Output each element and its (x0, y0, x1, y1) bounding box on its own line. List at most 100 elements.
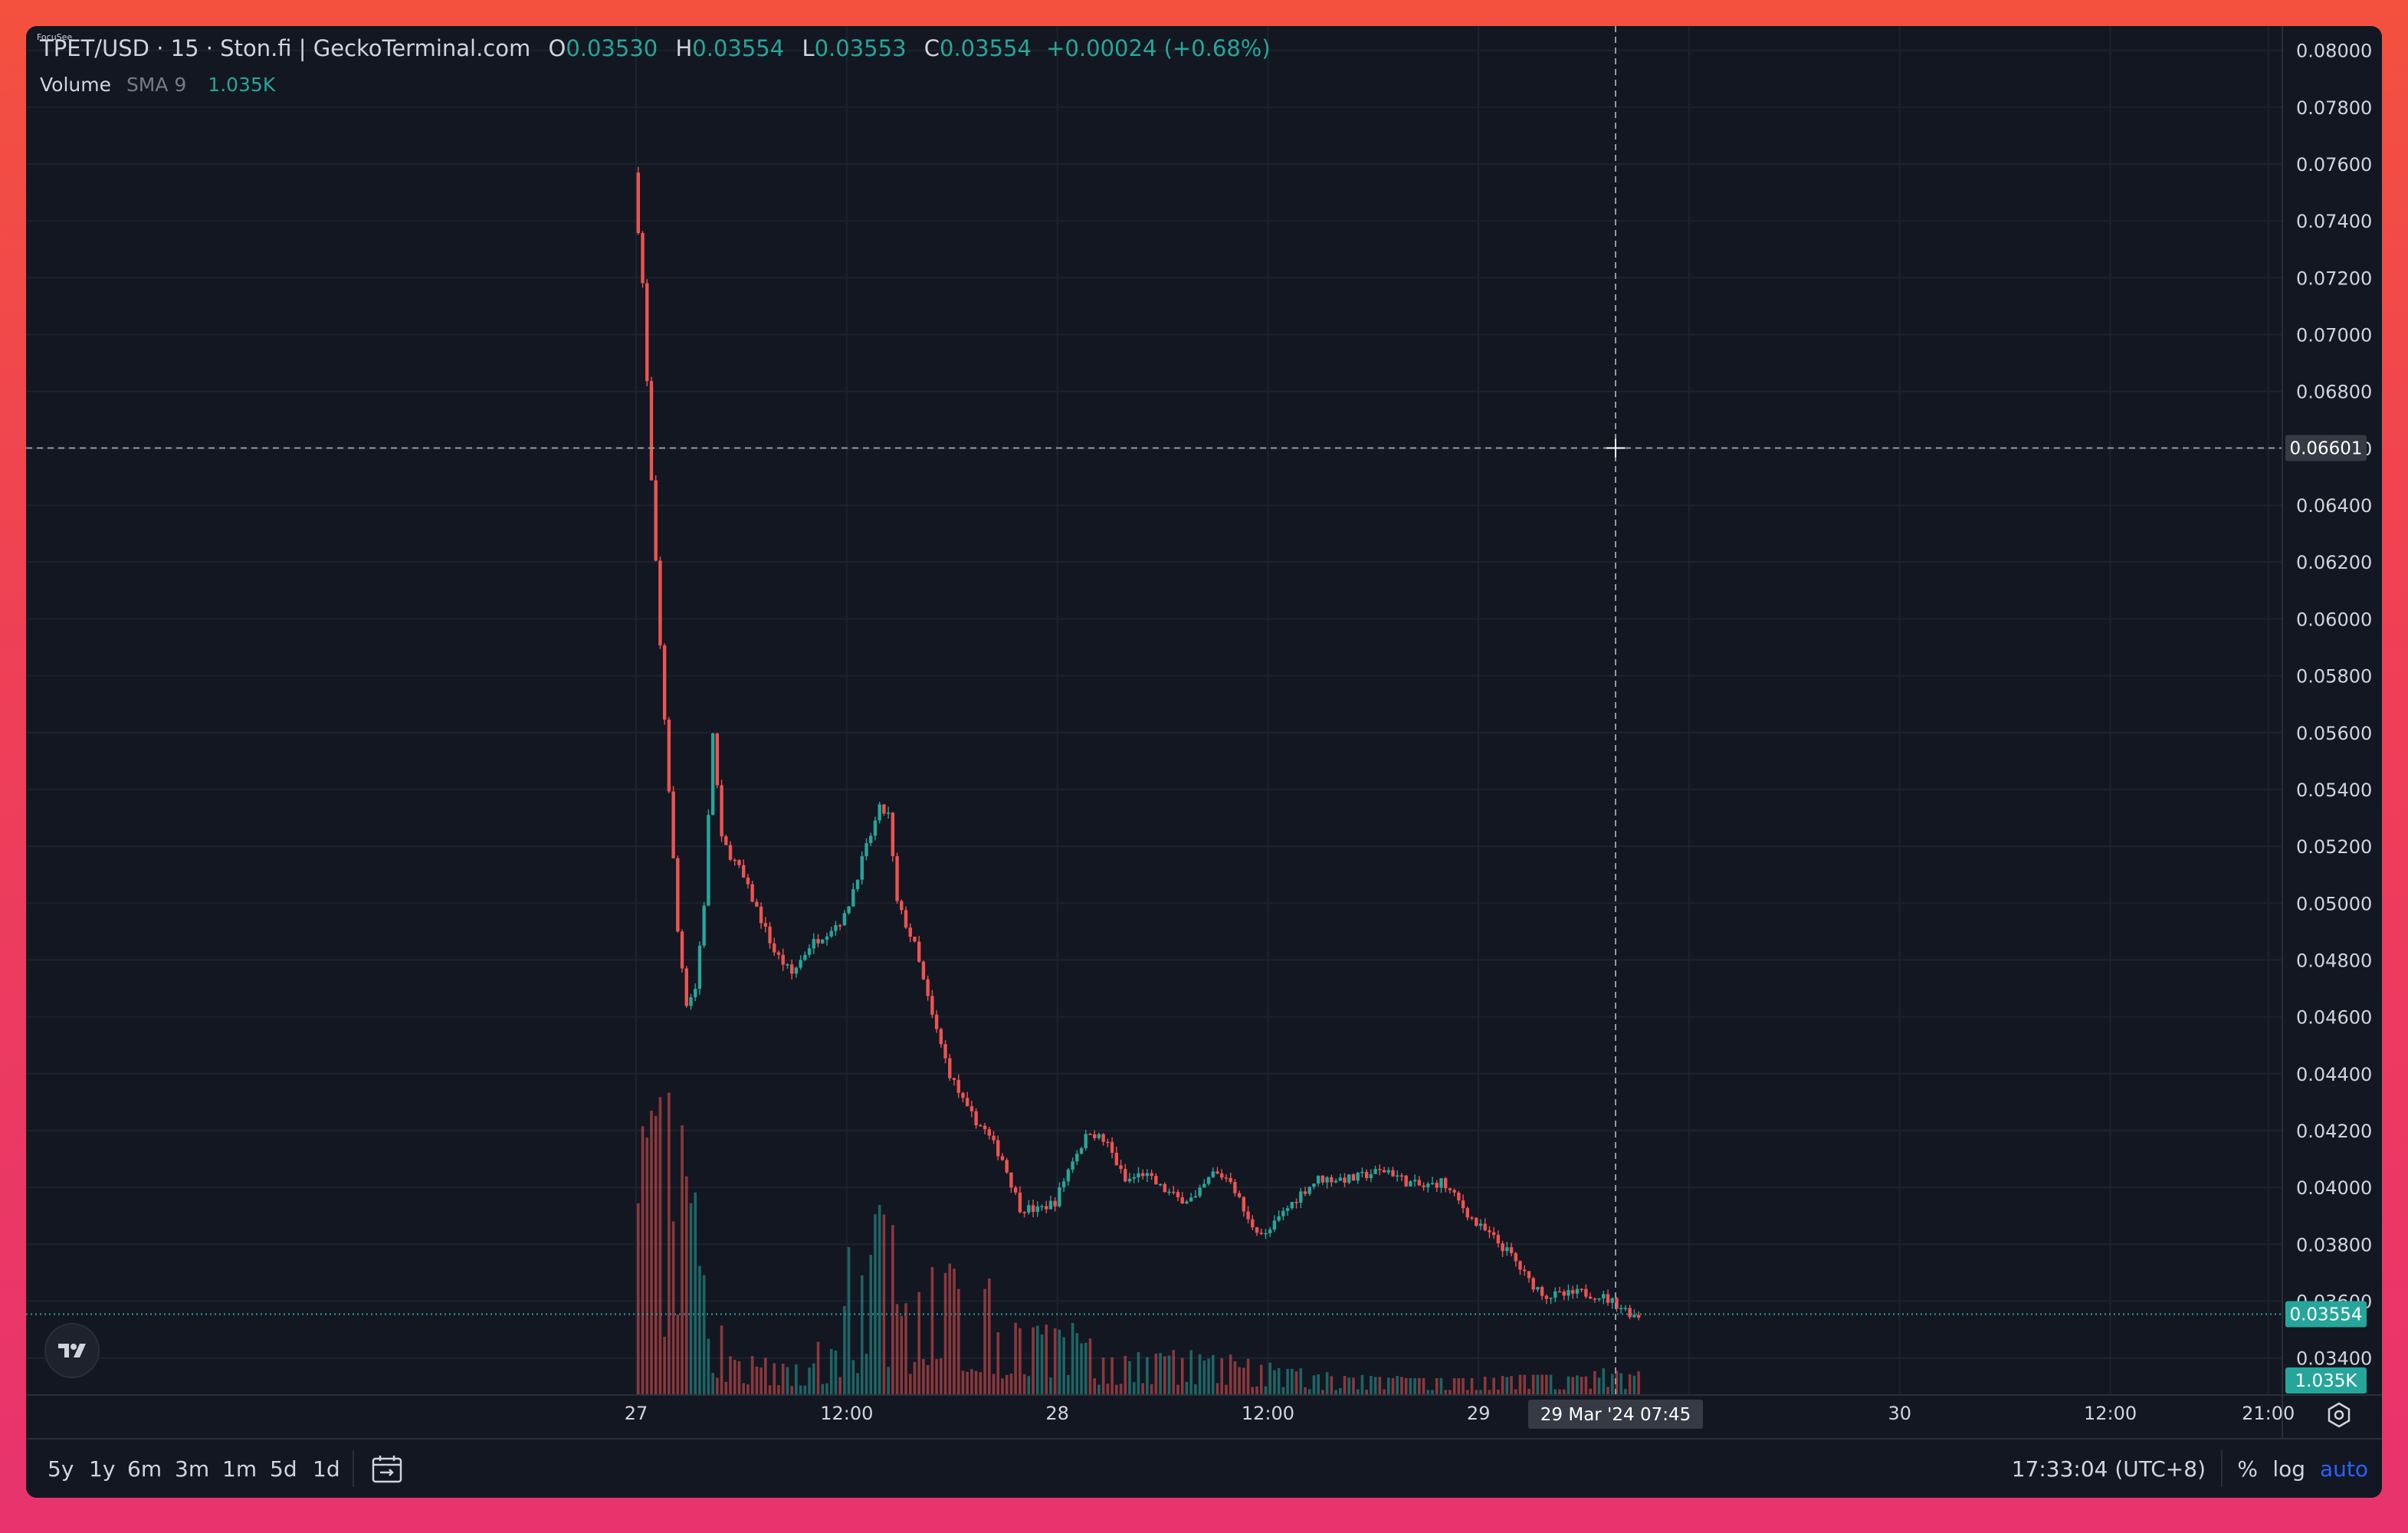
volume-bar (1479, 1390, 1482, 1395)
candle-body (733, 859, 737, 862)
volume-bar (1321, 1390, 1324, 1395)
candle-body (974, 1111, 978, 1126)
volume-bar (768, 1385, 772, 1395)
timeframe-3m-button[interactable]: 3m (175, 1456, 210, 1482)
volume-bar (720, 1325, 723, 1395)
volume-bar (856, 1373, 859, 1395)
volume-bar (1172, 1350, 1176, 1395)
volume-bar (1444, 1390, 1447, 1395)
volume-bar (1383, 1389, 1386, 1395)
settings-gear-icon[interactable] (2325, 1401, 2353, 1429)
candle-body (1610, 1298, 1614, 1303)
candle-body (1562, 1291, 1566, 1296)
candle-body (715, 733, 720, 786)
volume-bar (1549, 1374, 1553, 1395)
log-toggle[interactable]: log (2272, 1456, 2305, 1482)
crosshair (26, 26, 2282, 1395)
candle-body (1364, 1171, 1369, 1179)
candle-body (1185, 1201, 1189, 1204)
candle-body (1351, 1174, 1356, 1181)
candle-body (1114, 1152, 1119, 1166)
candle-body (1124, 1169, 1127, 1182)
candle-body (855, 879, 860, 889)
x-tick-label: 30 (1888, 1403, 1912, 1424)
volume-bar (1277, 1367, 1281, 1395)
volume-bar (996, 1332, 1000, 1395)
volume-bar (882, 1214, 886, 1395)
candle-body (1106, 1141, 1110, 1144)
candle-body (1022, 1212, 1026, 1213)
candles (636, 166, 1641, 1321)
volume-legend: Volume SMA 9 1.035K (40, 74, 275, 96)
candle-body (1557, 1291, 1562, 1293)
volume-bar (1101, 1357, 1105, 1395)
timeframe-5y-button[interactable]: 5y (48, 1456, 74, 1482)
clock-readout[interactable]: 17:33:04 (UTC+8) (2011, 1456, 2206, 1482)
volume-bar (1255, 1386, 1258, 1395)
timeframe-6m-button[interactable]: 6m (127, 1456, 162, 1482)
candle-body (969, 1106, 974, 1111)
candle-body (816, 939, 820, 944)
volume-bar (940, 1358, 943, 1395)
date-range-icon[interactable] (371, 1453, 403, 1485)
candle-body (776, 952, 781, 955)
auto-scale-toggle[interactable]: auto (2319, 1456, 2368, 1482)
volume-bar (904, 1303, 907, 1395)
candle-body (1461, 1200, 1465, 1209)
volume-bar (1075, 1333, 1079, 1395)
volume-bar (1137, 1352, 1140, 1395)
timeframe-1d-button[interactable]: 1d (313, 1456, 340, 1482)
volume-bar (1422, 1378, 1425, 1395)
timeframe-1m-button[interactable]: 1m (222, 1456, 258, 1482)
volume-bar (1365, 1390, 1368, 1395)
candle-body (1567, 1290, 1570, 1296)
volume-bar (799, 1385, 802, 1395)
symbol-legend: TPET/USD · 15 · Ston.fi | GeckoTerminal.… (40, 35, 1271, 61)
volume-bar (1580, 1377, 1583, 1395)
volume-bar (869, 1255, 873, 1395)
candle-body (1597, 1298, 1601, 1300)
volume-bar (992, 1374, 996, 1395)
volume-bar (1540, 1374, 1544, 1395)
candle-body (1382, 1170, 1386, 1173)
candle-body (930, 996, 934, 1015)
volume-bar (1032, 1327, 1035, 1395)
volume-bar (1452, 1378, 1456, 1395)
candle-body (1575, 1288, 1580, 1294)
candle-body (1246, 1211, 1250, 1220)
volume-bar (1637, 1371, 1640, 1395)
candle-body (1399, 1175, 1404, 1177)
candle-body (1018, 1192, 1022, 1213)
volume-bar (864, 1354, 868, 1395)
timeframe-5d-button[interactable]: 5d (270, 1456, 297, 1482)
volume-bar (1510, 1376, 1513, 1395)
candle-body (1544, 1295, 1549, 1299)
candle-body (1193, 1196, 1198, 1198)
percent-toggle[interactable]: % (2237, 1456, 2258, 1482)
candle-body (1536, 1287, 1540, 1290)
volume-bar (1307, 1389, 1311, 1395)
volume-bar (1286, 1368, 1289, 1395)
candle-body (1509, 1247, 1514, 1253)
volume-bar (1343, 1376, 1347, 1395)
volume-bar (970, 1369, 973, 1395)
ohlc-close-label: C (924, 35, 940, 61)
tradingview-logo[interactable] (44, 1323, 100, 1378)
volume-bar (1576, 1375, 1579, 1395)
candle-body (759, 906, 763, 924)
candle-body (649, 381, 654, 481)
timeframe-1y-button[interactable]: 1y (89, 1456, 116, 1482)
volume-bar (1439, 1378, 1443, 1395)
candle-body (1448, 1188, 1452, 1190)
volume-bar (1233, 1361, 1237, 1395)
volume-bar (983, 1288, 986, 1395)
candle-body (1206, 1177, 1211, 1184)
y-tick-label: 0.06400 (2296, 495, 2372, 517)
candle-body (768, 926, 772, 944)
candle-body (773, 943, 776, 953)
volume-bar (1194, 1384, 1197, 1395)
volume-bar (1229, 1354, 1232, 1395)
candle-body (1632, 1315, 1636, 1318)
candle-body (948, 1058, 952, 1078)
price-chart[interactable]: 0.08000 0.07800 0.07600 0.07400 0.07200 0.070… (26, 26, 2382, 1438)
